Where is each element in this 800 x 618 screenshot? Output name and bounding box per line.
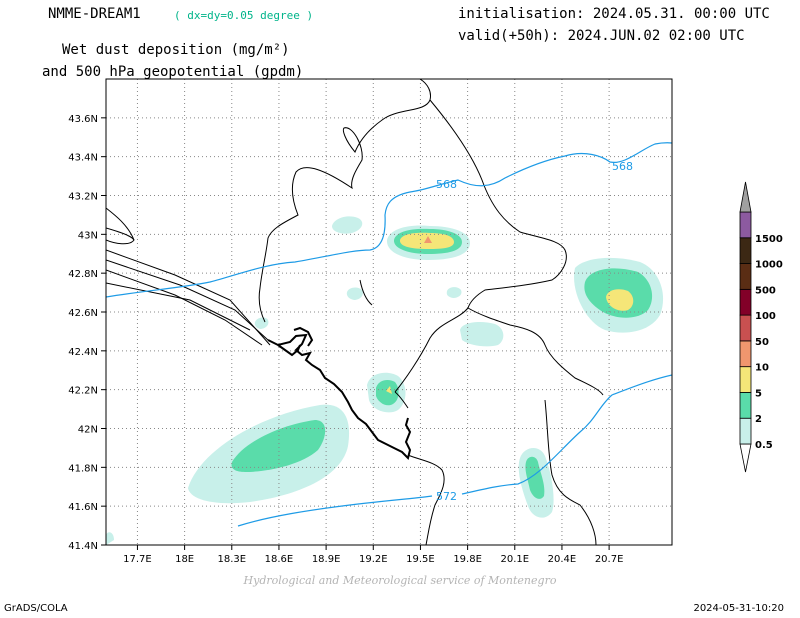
lon-tick-label: 19.2E: [359, 554, 388, 565]
deposition-area: [446, 287, 462, 298]
deposition-area: [376, 380, 399, 406]
deposition-shading: [106, 216, 664, 545]
colorbar-level-label: 0.5: [755, 440, 773, 451]
contour-labels: 568 568 572: [436, 160, 633, 503]
montenegro-coastline: [267, 326, 412, 460]
colorbar-labels: 0.5 2 5 10 50 100 500 1000 1500: [755, 234, 783, 451]
deposition-area: [460, 322, 504, 347]
colorbar-level-label: 500: [755, 285, 776, 296]
lon-tick-label: 20.7E: [595, 554, 624, 565]
colorbar-level-label: 5: [755, 388, 762, 399]
deposition-area: [386, 386, 392, 394]
timestamp-label: 2024-05-31-10:20: [693, 603, 784, 614]
lat-tick-label: 43N: [78, 230, 98, 241]
lon-tick-label: 18.6E: [265, 554, 294, 565]
field-title-line1: Wet dust deposition (mg/m²): [62, 42, 290, 58]
colorbar-box: [739, 340, 752, 368]
lon-tick-label: 20.1E: [500, 554, 529, 565]
colorbar-box: [739, 237, 752, 264]
lat-tick-label: 42N: [78, 425, 98, 436]
lat-tick-label: 42.6N: [68, 308, 98, 319]
colorbar-box: [739, 314, 752, 342]
lon-tick-label: 18.3E: [217, 554, 246, 565]
initialisation-time: initialisation: 2024.05.31. 00:00 UTC: [458, 6, 770, 22]
latitude-labels: 41.4N 41.6N 41.8N 42N 42.2N 42.4N 42.6N 42.8N 43…: [68, 114, 98, 552]
colorbar-box: [739, 263, 752, 290]
contour-label-568-west: 568: [436, 178, 457, 191]
lon-tick-label: 17.7E: [123, 554, 152, 565]
colorbar-level-label: 1000: [755, 260, 783, 271]
colorbar-level-label: 50: [755, 337, 769, 348]
deposition-area: [254, 317, 269, 329]
colorbar-level-label: 2: [755, 414, 762, 425]
colorbar-level-label: 1500: [755, 234, 783, 245]
longitude-labels: 17.7E 18E 18.3E 18.6E 18.9E 19.2E 19.5E 19.8E 20…: [123, 554, 623, 565]
lat-tick-label: 42.2N: [68, 386, 98, 397]
valid-time: valid(+50h): 2024.JUN.02 02:00 UTC: [458, 28, 745, 44]
geopotential-contours: [106, 142, 672, 527]
colorbar: [739, 181, 752, 473]
lat-tick-label: 43.2N: [68, 192, 98, 203]
deposition-area: [346, 287, 363, 300]
deposition-area: [424, 236, 432, 243]
lat-tick-label: 41.8N: [68, 463, 98, 474]
lat-tick-label: 43.4N: [68, 153, 98, 164]
contour-label-572: 572: [436, 490, 457, 503]
lon-tick-label: 18E: [175, 554, 194, 565]
colorbar-box: [739, 417, 752, 445]
colorbar-box: [739, 392, 752, 419]
deposition-area: [606, 289, 634, 311]
colorbar-box: [739, 211, 752, 239]
lat-tick-label: 42.4N: [68, 347, 98, 358]
model-resolution: ( dx=dy=0.05 degree ): [174, 9, 314, 22]
lat-tick-label: 43.6N: [68, 114, 98, 125]
colorbar-level-label: 100: [755, 311, 776, 322]
country-borders: [106, 79, 604, 545]
lon-tick-label: 19.8E: [453, 554, 482, 565]
lon-tick-label: 18.9E: [312, 554, 341, 565]
deposition-area: [106, 532, 114, 545]
credit-line: Hydrological and Meteorological service …: [243, 574, 557, 587]
model-title: NMME-DREAM1: [48, 6, 141, 22]
lon-tick-label: 19.5E: [406, 554, 435, 565]
colorbar-level-label: 10: [755, 363, 769, 374]
lat-tick-label: 42.8N: [68, 269, 98, 280]
lon-tick-label: 20.4E: [548, 554, 577, 565]
deposition-area: [231, 420, 326, 472]
colorbar-max-triangle: [739, 181, 752, 213]
colorbar-box: [739, 366, 752, 393]
colorbar-box: [739, 288, 752, 316]
lat-tick-label: 41.6N: [68, 502, 98, 513]
axis-ticks: [101, 117, 610, 550]
lat-lon-grid: [106, 79, 672, 545]
colorbar-min-triangle: [739, 443, 752, 473]
deposition-area: [332, 216, 363, 234]
field-title-line2: and 500 hPa geopotential (gpdm): [42, 64, 304, 80]
lat-tick-label: 41.4N: [68, 541, 98, 552]
contour-label-568-east: 568: [612, 160, 633, 173]
software-label: GrADS/COLA: [4, 603, 68, 614]
